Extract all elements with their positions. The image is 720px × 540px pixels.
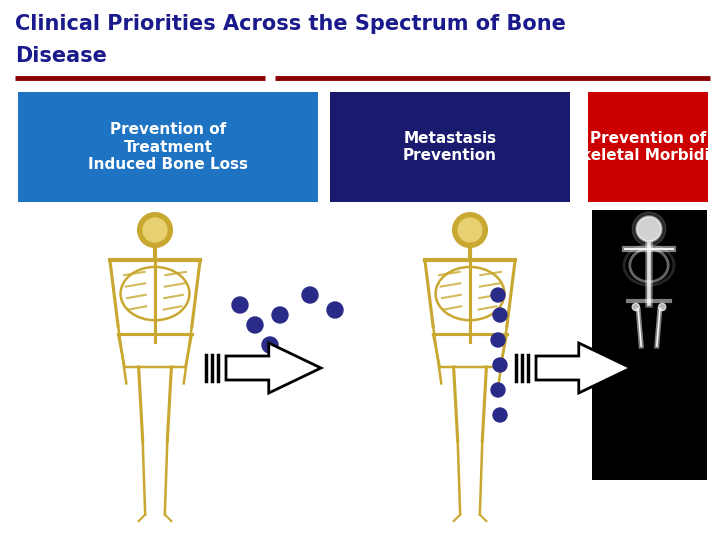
Bar bbox=[588, 92, 708, 202]
Circle shape bbox=[493, 408, 507, 422]
Circle shape bbox=[491, 383, 505, 397]
Circle shape bbox=[272, 307, 288, 323]
Circle shape bbox=[636, 216, 662, 242]
Circle shape bbox=[137, 212, 173, 248]
Circle shape bbox=[491, 288, 505, 302]
Circle shape bbox=[247, 317, 263, 333]
Circle shape bbox=[493, 308, 507, 322]
Polygon shape bbox=[536, 343, 631, 393]
Circle shape bbox=[493, 358, 507, 372]
Circle shape bbox=[232, 297, 248, 313]
Circle shape bbox=[262, 337, 278, 353]
Circle shape bbox=[143, 218, 168, 242]
Text: Metastasis
Prevention: Metastasis Prevention bbox=[403, 131, 497, 163]
Circle shape bbox=[491, 333, 505, 347]
Circle shape bbox=[632, 303, 639, 310]
Text: Clinical Priorities Across the Spectrum of Bone: Clinical Priorities Across the Spectrum … bbox=[15, 14, 566, 34]
Circle shape bbox=[632, 212, 666, 246]
Text: Disease: Disease bbox=[15, 46, 107, 66]
Circle shape bbox=[452, 212, 488, 248]
Text: Prevention of
Treatment
Induced Bone Loss: Prevention of Treatment Induced Bone Los… bbox=[88, 122, 248, 172]
Bar bbox=[592, 210, 707, 480]
Circle shape bbox=[302, 287, 318, 303]
Circle shape bbox=[327, 302, 343, 318]
Text: Prevention of
Skeletal Morbidity: Prevention of Skeletal Morbidity bbox=[570, 131, 720, 163]
Circle shape bbox=[637, 217, 661, 241]
Circle shape bbox=[457, 218, 482, 242]
Bar bbox=[330, 92, 570, 202]
Bar bbox=[18, 92, 318, 202]
Circle shape bbox=[659, 303, 666, 310]
Polygon shape bbox=[226, 343, 321, 393]
